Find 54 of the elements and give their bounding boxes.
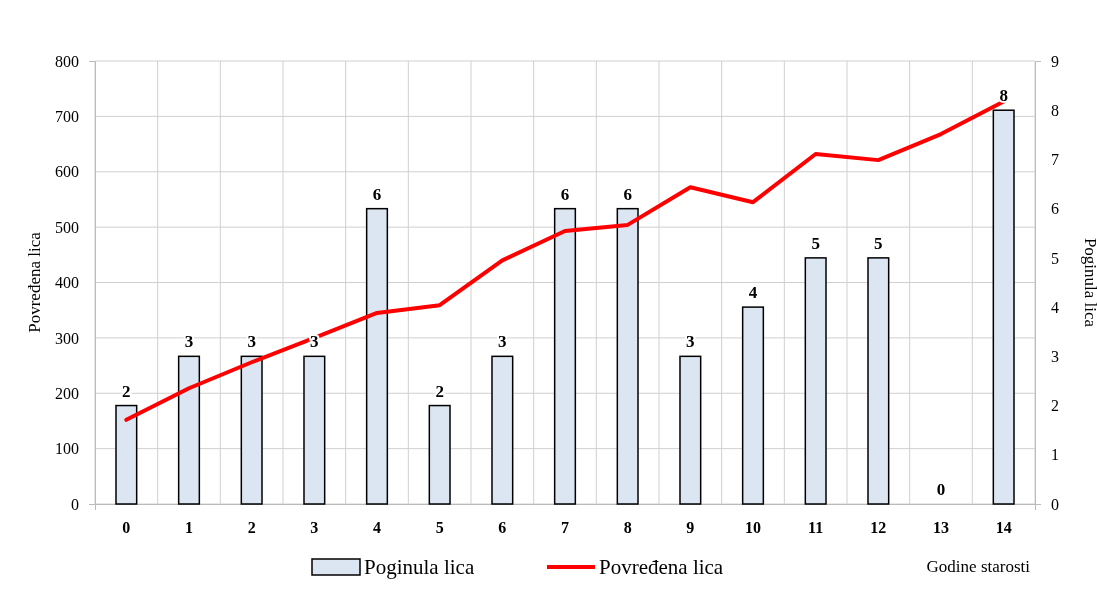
category-label: 6 bbox=[372, 184, 382, 204]
y2-tick-label: 2 bbox=[1051, 397, 1059, 415]
category-label: 6 bbox=[623, 184, 632, 204]
category-label: 4 bbox=[748, 283, 758, 303]
line-series bbox=[124, 99, 1006, 422]
y2-tick-label: 7 bbox=[1051, 151, 1059, 169]
category-label: 6 bbox=[560, 184, 570, 204]
y-tick-label: 300 bbox=[55, 329, 79, 347]
category-label: 3 bbox=[686, 332, 695, 352]
x-tick-label: 12 bbox=[870, 519, 887, 537]
x-tick-label: 5 bbox=[435, 519, 444, 537]
y2-tick-label: 6 bbox=[1051, 200, 1059, 218]
y2-axis-title: Poginula lica bbox=[1081, 237, 1097, 328]
category-label: 2 bbox=[122, 381, 131, 401]
y-tick-label: 400 bbox=[55, 274, 79, 292]
x-tick-label: 9 bbox=[686, 519, 695, 537]
y-tick-label: 800 bbox=[55, 52, 79, 70]
y-tick-label: 700 bbox=[55, 108, 79, 125]
y-tick-label: 0 bbox=[71, 495, 79, 513]
x-tick-label: 8 bbox=[623, 519, 632, 537]
y2-tick-label: 1 bbox=[1051, 446, 1059, 464]
category-label: 5 bbox=[874, 233, 883, 253]
x-tick-label: 1 bbox=[185, 519, 193, 537]
x-axis-title: Godine starosti bbox=[926, 557, 1031, 576]
category-label: 0 bbox=[936, 480, 946, 499]
y-tick-label: 100 bbox=[55, 440, 79, 458]
x-tick-label: 2 bbox=[247, 519, 256, 537]
legend-label: Povređena lica bbox=[599, 555, 724, 579]
category-label: 5 bbox=[811, 233, 820, 253]
x-tick-label: 0 bbox=[122, 519, 131, 537]
y-tick-label: 600 bbox=[55, 163, 79, 181]
y2-tick-label: 5 bbox=[1051, 249, 1059, 267]
category-label: 2 bbox=[435, 381, 444, 401]
y-tick-label: 200 bbox=[55, 384, 79, 402]
x-tick-label: 14 bbox=[995, 519, 1012, 537]
x-tick-label: 13 bbox=[933, 519, 949, 537]
category-label: 3 bbox=[247, 332, 256, 352]
category-label: 8 bbox=[999, 86, 1008, 106]
x-tick-label: 6 bbox=[498, 519, 507, 537]
x-tick-label: 7 bbox=[561, 519, 569, 537]
category-label: 3 bbox=[184, 332, 194, 352]
y-tick-label: 500 bbox=[55, 218, 79, 236]
y2-tick-label: 9 bbox=[1051, 52, 1059, 70]
x-tick-label: 3 bbox=[310, 519, 319, 537]
y2-tick-label: 0 bbox=[1051, 495, 1059, 513]
y-axis-title: Povređena lica bbox=[25, 231, 44, 333]
x-tick-label: 10 bbox=[745, 519, 761, 537]
y2-tick-label: 8 bbox=[1051, 101, 1059, 119]
legend-label: Poginula lica bbox=[364, 555, 475, 579]
category-label: 3 bbox=[498, 332, 507, 352]
y2-tick-label: 3 bbox=[1051, 347, 1059, 365]
x-tick-label: 11 bbox=[808, 519, 824, 537]
x-tick-label: 4 bbox=[373, 519, 381, 537]
y2-tick-label: 4 bbox=[1051, 298, 1059, 316]
